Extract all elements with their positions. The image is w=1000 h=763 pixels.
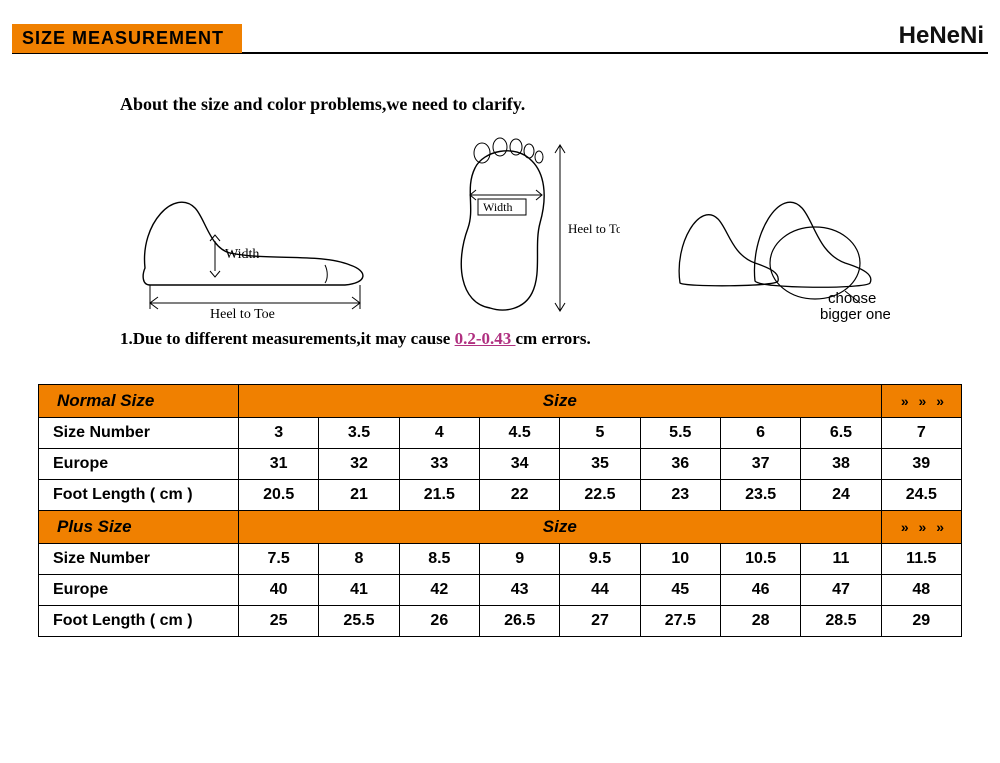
- measurement-note: 1.Due to different measurements,it may c…: [120, 329, 960, 349]
- plus-size-heading: Size: [239, 511, 882, 544]
- cell: 42: [399, 575, 479, 606]
- cell: 3.5: [319, 418, 399, 449]
- normal-size-table: Normal Size Size » » » Size Number 3 3.5…: [38, 384, 962, 637]
- table-row: Europe 40 41 42 43 44 45 46 47 48: [39, 575, 962, 606]
- cell: 9.5: [560, 544, 640, 575]
- cell: 10.5: [720, 544, 800, 575]
- cell: 23: [640, 480, 720, 511]
- cell: 47: [801, 575, 881, 606]
- row-label: Foot Length ( cm ): [39, 606, 239, 637]
- cell: 21.5: [399, 480, 479, 511]
- cell: 48: [881, 575, 961, 606]
- cell: 39: [881, 449, 961, 480]
- table-row: Foot Length ( cm ) 20.5 21 21.5 22 22.5 …: [39, 480, 962, 511]
- plus-header-row: Plus Size Size » » »: [39, 511, 962, 544]
- cell: 38: [801, 449, 881, 480]
- cell: 44: [560, 575, 640, 606]
- choose-label-2: bigger one: [820, 306, 890, 323]
- intro-area: About the size and color problems,we nee…: [120, 94, 960, 354]
- choose-label-1: choose: [828, 290, 876, 307]
- foot-side-diagram: Width Heel to Toe: [120, 153, 380, 323]
- cell: 43: [479, 575, 559, 606]
- cell: 27.5: [640, 606, 720, 637]
- sole-width-label: Width: [483, 200, 513, 214]
- cell: 6.5: [801, 418, 881, 449]
- cell: 27: [560, 606, 640, 637]
- brand-label: HeNeNi: [899, 22, 984, 50]
- cell: 25: [239, 606, 319, 637]
- normal-arrows: » » »: [881, 385, 961, 418]
- cell: 8: [319, 544, 399, 575]
- table-row: Foot Length ( cm ) 25 25.5 26 26.5 27 27…: [39, 606, 962, 637]
- cell: 5.5: [640, 418, 720, 449]
- cell: 3: [239, 418, 319, 449]
- table-row: Size Number 7.5 8 8.5 9 9.5 10 10.5 11 1…: [39, 544, 962, 575]
- page: SIZE MEASUREMENT HeNeNi About the size a…: [0, 14, 1000, 763]
- cell: 5: [560, 418, 640, 449]
- cell: 45: [640, 575, 720, 606]
- cell: 33: [399, 449, 479, 480]
- cell: 34: [479, 449, 559, 480]
- header-title: SIZE MEASUREMENT: [12, 24, 242, 53]
- note-suffix: cm errors.: [516, 329, 591, 348]
- cell: 46: [720, 575, 800, 606]
- note-prefix: 1.Due to different measurements,it may c…: [120, 329, 455, 348]
- cell: 37: [720, 449, 800, 480]
- cell: 26.5: [479, 606, 559, 637]
- cell: 28: [720, 606, 800, 637]
- cell: 4.5: [479, 418, 559, 449]
- cell: 24.5: [881, 480, 961, 511]
- normal-section-label: Normal Size: [39, 385, 239, 418]
- cell: 22.5: [560, 480, 640, 511]
- diagram-row: Width Heel to Toe: [120, 133, 960, 323]
- row-label: Europe: [39, 449, 239, 480]
- cell: 29: [881, 606, 961, 637]
- table-row: Size Number 3 3.5 4 4.5 5 5.5 6 6.5 7: [39, 418, 962, 449]
- cell: 21: [319, 480, 399, 511]
- cell: 6: [720, 418, 800, 449]
- cell: 24: [801, 480, 881, 511]
- cell: 8.5: [399, 544, 479, 575]
- cell: 7: [881, 418, 961, 449]
- note-error: 0.2-0.43: [455, 329, 516, 348]
- cell: 25.5: [319, 606, 399, 637]
- cell: 11: [801, 544, 881, 575]
- cell: 9: [479, 544, 559, 575]
- cell: 41: [319, 575, 399, 606]
- normal-size-heading: Size: [239, 385, 882, 418]
- row-label: Size Number: [39, 544, 239, 575]
- cell: 26: [399, 606, 479, 637]
- cell: 20.5: [239, 480, 319, 511]
- sole-heel-to-toe-label: Heel to Toe: [568, 221, 620, 236]
- cell: 31: [239, 449, 319, 480]
- side-width-label: Width: [225, 247, 259, 262]
- cell: 40: [239, 575, 319, 606]
- side-heel-to-toe-label: Heel to Toe: [210, 307, 275, 322]
- row-label: Foot Length ( cm ): [39, 480, 239, 511]
- cell: 4: [399, 418, 479, 449]
- row-label: Europe: [39, 575, 239, 606]
- cell: 28.5: [801, 606, 881, 637]
- plus-arrows: » » »: [881, 511, 961, 544]
- intro-heading: About the size and color problems,we nee…: [120, 94, 960, 115]
- size-tables: Normal Size Size » » » Size Number 3 3.5…: [38, 384, 962, 637]
- row-label: Size Number: [39, 418, 239, 449]
- normal-header-row: Normal Size Size » » »: [39, 385, 962, 418]
- cell: 23.5: [720, 480, 800, 511]
- cell: 35: [560, 449, 640, 480]
- cell: 22: [479, 480, 559, 511]
- cell: 7.5: [239, 544, 319, 575]
- cell: 11.5: [881, 544, 961, 575]
- cell: 32: [319, 449, 399, 480]
- foot-compare-diagram: choose bigger one: [660, 153, 890, 323]
- cell: 36: [640, 449, 720, 480]
- table-row: Europe 31 32 33 34 35 36 37 38 39: [39, 449, 962, 480]
- foot-sole-diagram: Width Heel to Toe: [420, 133, 620, 323]
- plus-section-label: Plus Size: [39, 511, 239, 544]
- header-bar: SIZE MEASUREMENT HeNeNi: [12, 14, 988, 54]
- cell: 10: [640, 544, 720, 575]
